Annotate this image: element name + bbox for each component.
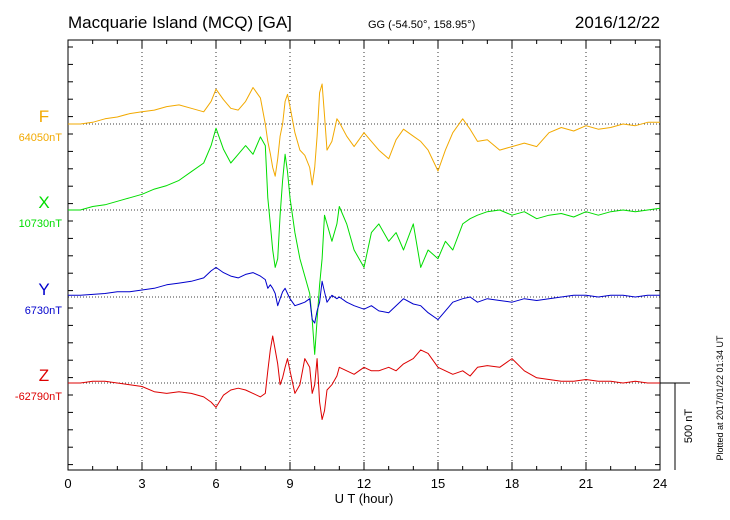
- series-traces: [68, 83, 661, 420]
- trace-y: [68, 266, 660, 324]
- plotted-timestamp: Plotted at 2017/01/22 01:34 UT: [715, 335, 725, 461]
- x-tick-label: 9: [286, 476, 293, 491]
- x-tick-label: 12: [357, 476, 371, 491]
- x-tick-label: 18: [505, 476, 519, 491]
- x-tick-label: 3: [138, 476, 145, 491]
- axis-ticks: [67, 40, 661, 470]
- station-coords: GG (-54.50°, 158.95°): [368, 19, 475, 31]
- x-tick-label: 6: [212, 476, 219, 491]
- series-labels: F 64050nT X 10730nT Y 6730nT Z -62790nT: [15, 107, 62, 403]
- x-tick-labels: 0 3 6 9 12 15 18 21 24: [64, 476, 667, 491]
- series-name-y: Y: [38, 280, 49, 299]
- series-baseline-z: -62790nT: [15, 391, 62, 403]
- trace-x: [68, 127, 661, 355]
- x-tick-label: 24: [653, 476, 667, 491]
- series-baseline-y: 6730nT: [25, 305, 63, 317]
- series-name-z: Z: [39, 366, 49, 385]
- trace-f: [68, 83, 660, 186]
- series-baseline-f: 64050nT: [19, 132, 63, 144]
- station-title: Macquarie Island (MCQ) [GA]: [68, 13, 292, 32]
- x-axis-label: U T (hour): [335, 491, 394, 506]
- series-name-f: F: [39, 107, 49, 126]
- trace-z: [68, 335, 660, 420]
- series-name-x: X: [38, 193, 49, 212]
- x-tick-label: 0: [64, 476, 71, 491]
- series-baseline-x: 10730nT: [19, 218, 63, 230]
- scale-bar-label: 500 nT: [683, 409, 695, 444]
- scale-bar: 500 nT: [660, 382, 695, 470]
- plot-date: 2016/12/22: [575, 13, 660, 32]
- x-tick-label: 15: [431, 476, 445, 491]
- x-tick-label: 21: [579, 476, 593, 491]
